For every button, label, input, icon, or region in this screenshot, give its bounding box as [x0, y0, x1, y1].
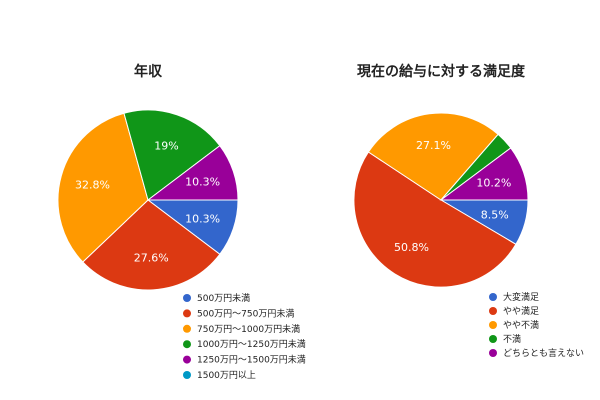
satisfaction-legend-label-4: どちらとも言えない	[503, 347, 584, 359]
income-slice-3	[123, 109, 221, 201]
income-legend-swatch-2	[183, 324, 191, 333]
income-slice-label-2: 32.8%	[75, 179, 110, 192]
satisfaction-slice-label-4: 10.2%	[476, 176, 511, 189]
income-legend-label-5: 1500万円以上	[197, 370, 256, 381]
income-slices: 10.3% 27.6% 32.8% 19% 10.3%	[57, 109, 239, 291]
income-legend-swatch-1	[183, 309, 191, 318]
income-legend-label-0: 500万円未満	[197, 292, 250, 304]
satisfaction-slice-label-0: 8.5%	[481, 209, 509, 222]
income-slice-2	[57, 112, 149, 263]
income-legend: 500万円未満 500万円〜750万円未満 750万円〜1000万円未満 1000万円…	[183, 292, 306, 381]
satisfaction-legend-swatch-0	[489, 293, 497, 301]
satisfaction-legend-label-0: 大変満足	[503, 291, 539, 303]
income-legend-label-3: 1000万円〜1250万円未満	[197, 338, 306, 350]
income-slice-4	[146, 145, 239, 201]
satisfaction-legend-swatch-3	[489, 335, 497, 343]
satisfaction-legend-label-2: やや不満	[503, 320, 539, 331]
income-legend-label-2: 750万円〜1000万円未満	[197, 323, 300, 335]
income-legend-label-1: 500万円〜750万円未満	[197, 307, 294, 319]
satisfaction-legend-label-1: やや満足	[503, 306, 539, 317]
income-legend-label-4: 1250万円〜1500万円未満	[197, 354, 306, 366]
income-legend-swatch-0	[183, 294, 191, 302]
satisfaction-legend-swatch-4	[489, 349, 497, 357]
satisfaction-slice-1	[353, 151, 517, 288]
income-chart-title: 年収	[134, 63, 163, 80]
income-legend-swatch-5	[183, 371, 191, 379]
income-legend-swatch-3	[183, 340, 191, 349]
satisfaction-pie-chart: 現在の給与に対する満足度 8.5% 50.8% 27.1% 10.2% 大変満足やや満…	[353, 63, 584, 359]
satisfaction-slice-label-1: 50.8%	[394, 241, 429, 254]
income-legend-swatch-4	[183, 355, 191, 364]
income-slice-label-1: 27.6%	[134, 252, 169, 265]
satisfaction-slice-label-2: 27.1%	[416, 139, 451, 152]
satisfaction-chart-title: 現在の給与に対する満足度	[357, 63, 526, 80]
income-slice-label-4: 10.3%	[185, 176, 220, 189]
satisfaction-legend-swatch-1	[489, 307, 497, 315]
satisfaction-slice-2	[367, 112, 499, 201]
satisfaction-slice-4	[439, 147, 529, 201]
satisfaction-slices: 8.5% 50.8% 27.1% 10.2%	[353, 112, 529, 288]
income-slice-label-0: 10.3%	[185, 212, 220, 225]
satisfaction-legend-label-3: 不満	[503, 334, 521, 345]
income-pie-chart: 年収 10.3% 27.6% 32.8% 19% 10.3% 500万円未満 500万円〜…	[57, 63, 306, 381]
income-slice-1	[82, 199, 221, 291]
income-slice-label-3: 19%	[154, 139, 178, 152]
satisfaction-legend-swatch-2	[489, 321, 497, 329]
